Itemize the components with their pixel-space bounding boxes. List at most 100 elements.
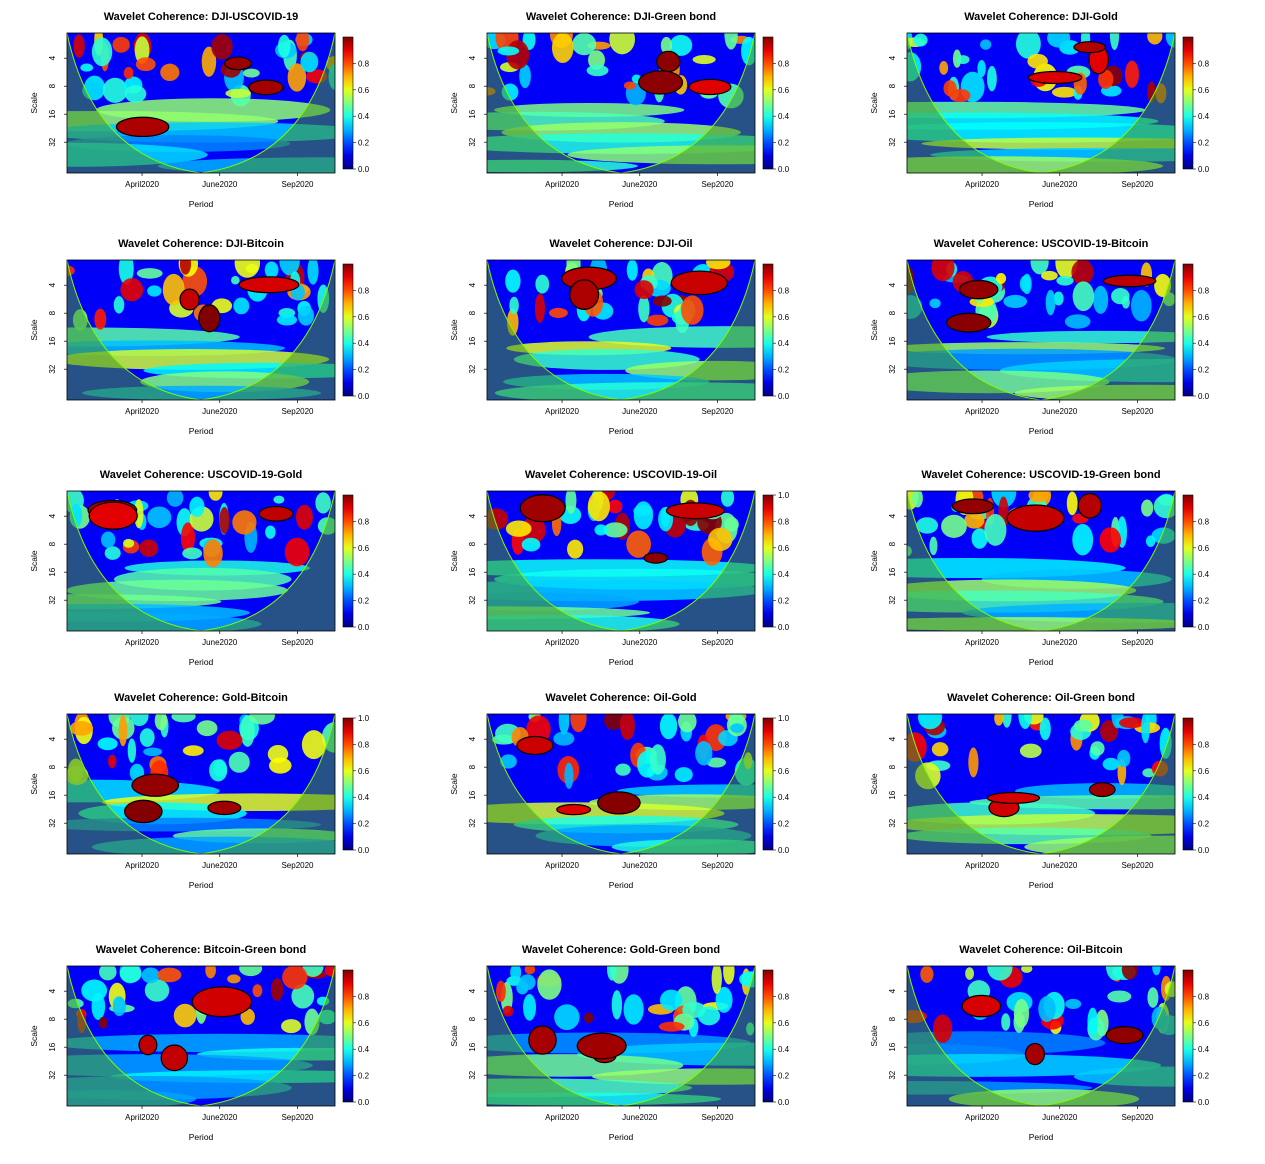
significance-contour [1024,1042,1046,1066]
coherence-cell [1130,289,1152,322]
colorbar-tick-label: 0.2 [778,1072,790,1081]
y-tick-label: 32 [48,595,57,604]
colorbar [762,36,774,170]
coherence-cell [626,260,638,281]
coherence-cell [510,966,522,981]
coherence-cell [1107,990,1132,1003]
x-tick-label: April2020 [125,407,159,416]
colorbar-tick-label: 0.4 [1198,1045,1210,1054]
coherence-panel: Wavelet Coherence: USCOVID-19-Green bond… [845,463,1265,689]
significance-contour [519,494,566,523]
colorbar-tick-label: 0.0 [1198,1098,1210,1107]
coherence-cell [497,46,520,56]
colorbar-tick-label: 0.2 [1198,820,1210,829]
x-tick-label: Sep2020 [281,638,314,647]
coherence-cell [502,1005,514,1017]
significance-contour [1073,41,1106,54]
coherence-cell [268,757,292,774]
y-axis-label: Scale [449,1025,459,1047]
coherence-chart: Wavelet Coherence: DJI-Gold 4 8 16 32 Scale Ap… [869,11,1210,209]
coherence-cell [604,714,623,730]
colorbar [342,717,354,851]
colorbar-tick-label: 0.0 [358,165,370,174]
coherence-cell [977,59,986,78]
coherence-cell [638,295,650,323]
coherence-cell [144,979,170,1002]
y-tick-label: 16 [888,1042,897,1051]
coherence-cell [102,77,128,103]
colorbar-tick-label: 0.6 [1198,544,1210,553]
cone-of-influence-shade [487,714,755,854]
y-tick-label: 4 [468,736,477,741]
y-tick-label: 16 [48,1042,57,1051]
colorbar-tick-label: 0.6 [778,767,790,776]
cone-of-influence-line [487,260,755,400]
colorbar-tick-label: 0.0 [358,392,370,401]
y-tick-label: 32 [888,1070,897,1079]
coherence-cell [123,66,134,80]
coherence-cell [227,974,241,984]
coherence-cell [1002,714,1012,728]
coherence-cell [987,966,1013,981]
x-axis-label: Period [609,657,634,667]
coherence-panel: Wavelet Coherence: USCOVID-19-Oil 4 8 16 32 S… [425,463,846,689]
y-axis-label: Scale [29,1025,39,1047]
y-tick-label: 4 [48,55,57,60]
coherence-cell [134,36,150,65]
colorbar-tick-label: 0.0 [1198,623,1210,632]
coherence-cell [1013,998,1030,1028]
plot-frame [906,32,1176,174]
coherence-cell [1003,294,1028,309]
colorbar-tick-label: 0.2 [778,366,790,375]
coherence-cell [1051,86,1078,98]
coherence-cell [171,714,196,723]
coherence-cell [965,967,975,980]
significance-contour [670,270,728,296]
colorbar-tick-label: 0.4 [1198,112,1210,121]
coherence-panel: Wavelet Coherence: Gold-Green bond 4 8 16 32… [425,938,846,1164]
coherence-cell [282,966,308,990]
colorbar-tick-label: 0.2 [1198,1072,1210,1081]
colorbar-tick-label: 0.6 [358,1019,370,1028]
cone-of-influence-shade [907,966,1175,1106]
colorbar-tick-label: 0.0 [778,392,790,401]
chart-title: Wavelet Coherence: Oil-Gold [545,692,696,704]
x-tick-label: April2020 [965,180,999,189]
coherence-cell [277,34,291,58]
x-axis-label: Period [189,199,214,209]
coherence-cell [1098,69,1114,89]
coherence-cell [1001,1013,1011,1031]
y-axis-label: Scale [449,92,459,114]
x-tick-label: April2020 [545,638,579,647]
coherence-cell [166,491,184,507]
significance-contour [1102,274,1157,288]
coherence-cell [104,546,121,560]
coherence-cell [607,499,623,514]
x-axis-label: Period [189,426,214,436]
colorbar [1182,36,1194,170]
x-axis-label: Period [189,657,214,667]
coherence-cell [297,305,315,326]
coherence-cell [228,751,250,773]
coherence-cell [100,531,116,548]
y-tick-label: 16 [468,109,477,118]
chart-title: Wavelet Coherence: USCOVID-19-Bitcoin [934,238,1149,250]
colorbar-tick-label: 0.8 [778,740,790,749]
significance-contour [986,791,1041,804]
coherence-cell [240,1008,255,1025]
significance-contour [569,279,600,310]
coherence-cell [252,984,263,998]
colorbar-tick-label: 0.4 [1198,793,1210,802]
coherence-cell [500,754,517,769]
colorbar-tick-label: 0.2 [778,597,790,606]
coherence-cell [695,741,713,766]
significance-contour [1105,1026,1144,1045]
cone-of-influence-line [67,491,335,631]
coherence-cell [279,260,300,276]
coherence-cell [1056,275,1074,286]
significance-contour [1077,492,1103,519]
y-tick-label: 32 [48,1070,57,1079]
cone-of-influence-shade [67,33,335,173]
coherence-cell [594,524,608,536]
colorbar [1182,494,1194,628]
